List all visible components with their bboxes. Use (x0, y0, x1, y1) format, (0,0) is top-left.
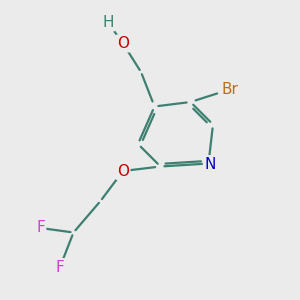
Text: H: H (102, 15, 114, 30)
Text: O: O (117, 164, 129, 178)
Text: Br: Br (221, 82, 238, 97)
Text: F: F (36, 220, 45, 236)
Text: F: F (56, 260, 64, 274)
Text: O: O (117, 36, 129, 51)
Text: N: N (204, 157, 216, 172)
